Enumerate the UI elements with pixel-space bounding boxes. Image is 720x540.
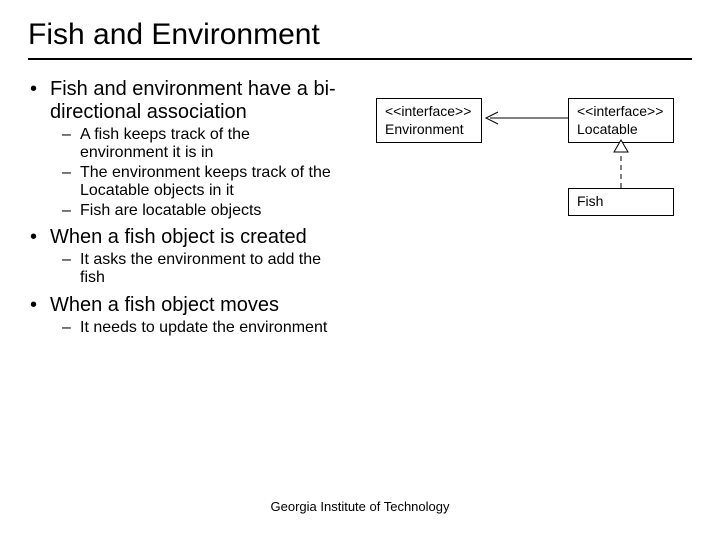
bullet-dash: – (62, 319, 80, 337)
uml-diagram: <<interface>> Environment <<interface>> … (358, 78, 692, 338)
bullet-1a: – A fish keeps track of the environment … (62, 126, 338, 163)
bullet-1a-text: A fish keeps track of the environment it… (80, 126, 338, 163)
uml-connectors (358, 78, 692, 338)
bullet-1: • Fish and environment have a bi-directi… (28, 78, 338, 124)
bullet-dash: – (62, 251, 80, 288)
bullet-2a: – It asks the environment to add the fis… (62, 251, 338, 288)
bullet-2-text: When a fish object is created (50, 226, 338, 249)
bullet-dash: – (62, 164, 80, 201)
bullet-dot: • (28, 226, 50, 249)
bullet-1-text: Fish and environment have a bi-direction… (50, 78, 338, 124)
bullet-3-text: When a fish object moves (50, 294, 338, 317)
bullet-2: • When a fish object is created (28, 226, 338, 249)
bullet-column: • Fish and environment have a bi-directi… (28, 78, 338, 338)
bullet-1c: – Fish are locatable objects (62, 202, 338, 220)
slide-title: Fish and Environment (28, 18, 692, 60)
bullet-3: • When a fish object moves (28, 294, 338, 317)
realize-arrowhead-icon (614, 140, 628, 152)
bullet-dot: • (28, 294, 50, 317)
bullet-1b: – The environment keeps track of the Loc… (62, 164, 338, 201)
bullet-dash: – (62, 126, 80, 163)
content-area: • Fish and environment have a bi-directi… (28, 78, 692, 338)
bullet-1c-text: Fish are locatable objects (80, 202, 338, 220)
bullet-1b-text: The environment keeps track of the Locat… (80, 164, 338, 201)
bullet-dash: – (62, 202, 80, 220)
bullet-dot: • (28, 78, 50, 124)
footer-text: Georgia Institute of Technology (0, 499, 720, 514)
bullet-3a: – It needs to update the environment (62, 319, 338, 337)
bullet-3a-text: It needs to update the environment (80, 319, 338, 337)
bullet-2a-text: It asks the environment to add the fish (80, 251, 338, 288)
